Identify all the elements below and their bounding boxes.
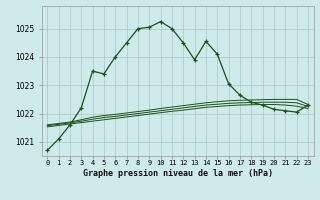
X-axis label: Graphe pression niveau de la mer (hPa): Graphe pression niveau de la mer (hPa) (83, 169, 273, 178)
